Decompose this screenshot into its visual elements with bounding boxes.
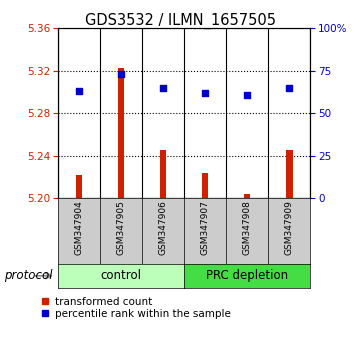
Bar [286, 150, 292, 198]
Bar [202, 173, 208, 198]
Point [76, 88, 82, 94]
Text: GSM347906: GSM347906 [158, 200, 168, 255]
Bar [118, 68, 124, 198]
Bar [244, 194, 251, 198]
Text: GSM347905: GSM347905 [117, 200, 125, 255]
Text: control: control [100, 269, 142, 282]
Text: GSM347908: GSM347908 [243, 200, 252, 255]
Text: GSM347907: GSM347907 [201, 200, 210, 255]
Point [287, 85, 292, 91]
Legend: transformed count, percentile rank within the sample: transformed count, percentile rank withi… [41, 297, 231, 319]
Text: GSM347904: GSM347904 [74, 200, 83, 255]
Point [202, 90, 208, 96]
Text: protocol: protocol [4, 269, 52, 282]
Bar [160, 150, 166, 198]
Text: GDS3532 / ILMN_1657505: GDS3532 / ILMN_1657505 [85, 12, 276, 29]
Point [160, 85, 166, 91]
Point [244, 92, 250, 97]
Point [118, 72, 124, 77]
Bar [76, 175, 82, 198]
Text: GSM347909: GSM347909 [285, 200, 294, 255]
Text: PRC depletion: PRC depletion [206, 269, 288, 282]
